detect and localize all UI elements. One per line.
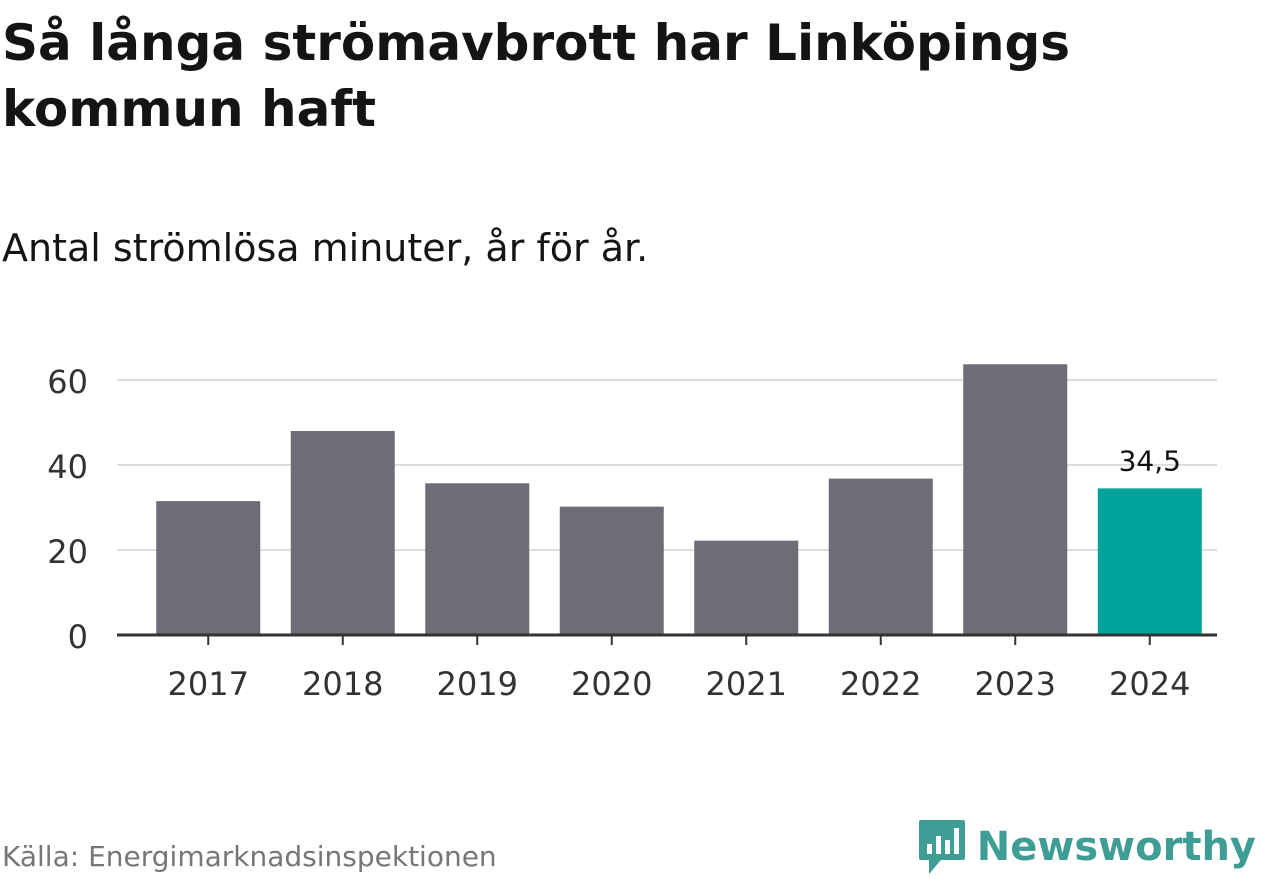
- x-tick-label: 2022: [840, 665, 921, 703]
- bar-2023: [963, 364, 1068, 635]
- chart-title: Så långa strömavbrott har Linköpings kom…: [2, 14, 1071, 138]
- x-tick-label: 2023: [975, 665, 1056, 703]
- bar-2018: [290, 431, 395, 635]
- bar-2017: [156, 501, 261, 635]
- x-tick-label: 2019: [437, 665, 518, 703]
- data-label: 34,5: [1119, 444, 1181, 477]
- y-tick-label: 40: [47, 448, 88, 486]
- x-tick-label: 2018: [302, 665, 383, 703]
- x-tick-label: 2017: [168, 665, 249, 703]
- bar-2021: [694, 540, 799, 635]
- y-tick-label: 0: [68, 618, 88, 656]
- bar-2022: [828, 478, 933, 635]
- bar-2020: [559, 506, 664, 635]
- source-note: Källa: Energimarknadsinspektionen: [2, 840, 497, 873]
- y-tick-label: 20: [47, 533, 88, 571]
- bar-chart: 0 20 40 60 2017 2018 2019 2020 2021 2022 2023 2024 3…: [47, 363, 1217, 703]
- x-tick-label: 2021: [706, 665, 787, 703]
- bar-2019: [425, 483, 530, 635]
- newsworthy-logo-icon: [918, 820, 965, 874]
- x-tick-label: 2024: [1109, 665, 1190, 703]
- y-tick-label: 60: [47, 363, 88, 401]
- bar-2024: [1097, 488, 1202, 635]
- brand-logo: Newsworthy: [917, 818, 1256, 876]
- x-tick-label: 2020: [571, 665, 652, 703]
- chart-subtitle: Antal strömlösa minuter, år för år.: [2, 226, 649, 270]
- brand-name: Newsworthy: [976, 824, 1256, 870]
